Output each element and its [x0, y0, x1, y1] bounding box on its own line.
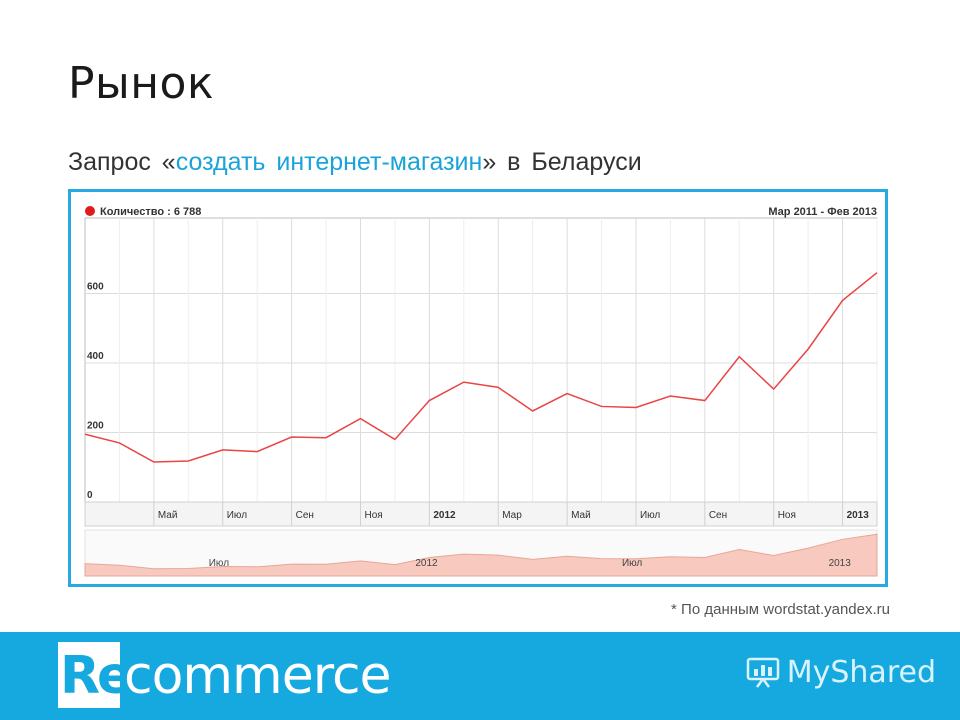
- x-tick-label: Ноя: [364, 510, 382, 521]
- recommerce-logo: Re commerce: [58, 642, 392, 708]
- logo-box: [58, 642, 120, 708]
- logo-re-text: Re: [60, 646, 132, 706]
- x-tick-label: Сен: [709, 510, 727, 521]
- y-tick-label: 0: [87, 490, 93, 501]
- presentation-board-icon: [746, 657, 779, 688]
- x-tick-label: Сен: [296, 510, 314, 521]
- source-note: * По данным wordstat.yandex.ru: [671, 601, 890, 618]
- myshared-text: MyShared: [786, 654, 936, 690]
- legend-dot: [85, 206, 95, 216]
- logo-commerce-text: commerce: [124, 646, 392, 706]
- x-tick-label: Май: [571, 510, 591, 521]
- x-tick-label: 2012: [433, 510, 456, 521]
- subtitle-query: создать интернет-магазин: [175, 148, 483, 176]
- overview-tick-label: 2013: [829, 558, 852, 569]
- subtitle-suffix: » в Беларуси: [482, 148, 642, 176]
- y-tick-label: 200: [87, 421, 104, 432]
- x-axis-band: [84, 501, 878, 527]
- line-chart: 0 200 400 600 Май Июл Сен Ноя 2012 Мар Май Июл Сен Но…: [84, 206, 878, 577]
- x-tick-label: Ноя: [778, 510, 796, 521]
- overview-tick-label: 2012: [415, 558, 438, 569]
- legend-label: Количество : 6 788: [100, 206, 201, 218]
- footer-bar: Re commerce MyShared: [0, 632, 960, 720]
- slide-subtitle: Запрос «создать интернет-магазин» в Бела…: [68, 148, 642, 177]
- overview-tick-label: Июл: [209, 558, 229, 569]
- plot-area: [84, 217, 878, 503]
- x-tick-label: 2013: [847, 510, 870, 521]
- chart-frame: 0 200 400 600 Май Июл Сен Ноя 2012 Мар Май Июл Сен Но…: [68, 189, 888, 587]
- overview-area: [84, 533, 878, 577]
- subtitle-prefix: Запрос «: [68, 148, 176, 176]
- x-tick-label: Июл: [640, 510, 660, 521]
- x-tick-label: Июл: [227, 510, 247, 521]
- y-tick-label: 600: [87, 282, 104, 293]
- series-line: [84, 272, 878, 463]
- myshared-watermark: MyShared: [745, 652, 936, 692]
- slide-title: Рынок: [68, 58, 215, 109]
- overview-tick-label: Июл: [622, 558, 642, 569]
- y-tick-label: 400: [87, 351, 104, 362]
- x-tick-label: Мар: [502, 510, 522, 521]
- x-tick-label: Май: [158, 510, 178, 521]
- date-range-label: Мар 2011 - Фев 2013: [768, 206, 877, 218]
